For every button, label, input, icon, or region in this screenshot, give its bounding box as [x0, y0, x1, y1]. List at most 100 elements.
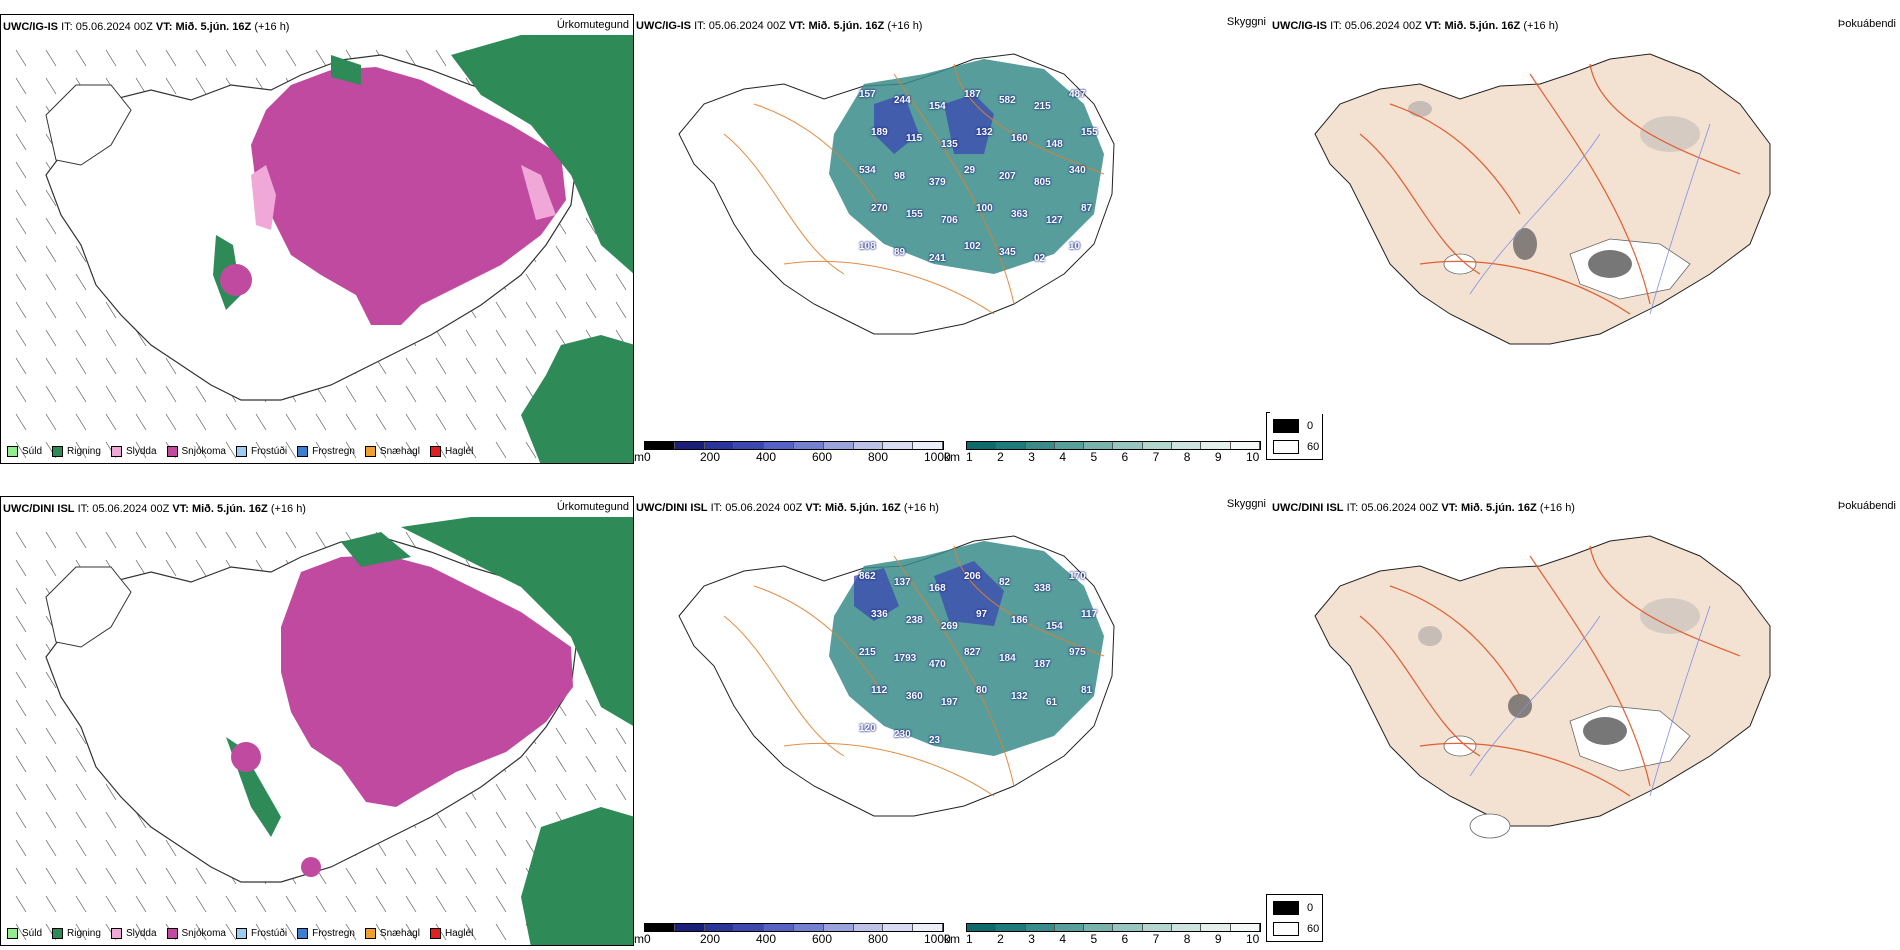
- wind-barb: [75, 839, 87, 857]
- colorbar-segment: [913, 442, 943, 449]
- wind-barb: [225, 923, 237, 941]
- wind-barb: [465, 385, 477, 403]
- precip-legend-swatch: [7, 928, 18, 939]
- elevation-label: 81: [1081, 685, 1093, 696]
- wind-barb: [15, 727, 27, 745]
- visibility-colorbar-top: km 1 2 3 4 5 6 7 8 9 10: [944, 438, 1264, 464]
- wind-barb: [135, 385, 147, 403]
- wind-barb: [495, 783, 507, 801]
- precip-legend-swatch: [235, 928, 247, 939]
- wind-barb: [195, 385, 207, 403]
- colorbar-tick-label: 800: [868, 932, 889, 946]
- wind-barb: [45, 301, 57, 319]
- fog-map-top: [1314, 53, 1771, 345]
- precip-legend-item: Slydda: [110, 446, 157, 457]
- wind-barb: [405, 895, 417, 913]
- wind-barb: [195, 441, 207, 459]
- wind-barb: [405, 385, 417, 403]
- wind-barb: [15, 49, 27, 67]
- wind-barb: [15, 133, 27, 151]
- precip-legend-item: Frostúði: [235, 446, 288, 457]
- fog-panel-name-bottom: Þokuábendi: [1837, 500, 1896, 512]
- precip-legend-label: Frostúði: [250, 446, 288, 457]
- colorbar-tick-label: 6: [1121, 450, 1129, 464]
- precip-legend-swatch: [166, 446, 178, 457]
- visibility-unit-bottom: km: [944, 932, 960, 946]
- colorbar-segment: [883, 442, 914, 449]
- elevation-label: 160: [1011, 133, 1028, 144]
- colorbar-segment: [674, 924, 705, 931]
- wind-barb: [45, 385, 57, 403]
- elevation-label: 345: [999, 247, 1016, 258]
- wind-barb: [15, 783, 27, 801]
- wind-barb: [555, 727, 567, 745]
- elevation-label: 29: [964, 165, 976, 176]
- elevation-label: 97: [976, 609, 988, 620]
- wind-barb: [45, 413, 57, 431]
- wind-barb: [195, 77, 207, 95]
- wind-barb: [15, 217, 27, 235]
- wind-barb: [15, 839, 27, 857]
- elevation-label: 108: [859, 241, 876, 252]
- wind-barb: [15, 413, 27, 431]
- wind-barb: [555, 329, 567, 347]
- colorbar-tick-label: 6: [1121, 932, 1129, 946]
- precip-legend-label: Rigning: [67, 446, 101, 457]
- wind-barb: [45, 559, 57, 577]
- colorbar-segment: [1201, 924, 1231, 931]
- colorbar-segment: [996, 442, 1026, 449]
- wind-barb: [75, 357, 87, 375]
- wind-barb: [135, 413, 147, 431]
- precip-legend-swatch: [429, 928, 441, 939]
- wind-barb: [555, 245, 567, 263]
- elevation-unit-top: m: [634, 450, 644, 464]
- wind-barb: [135, 329, 147, 347]
- precip-legend-label: Súld: [22, 928, 43, 939]
- colorbar-segment: [1230, 924, 1260, 931]
- wind-barb: [165, 531, 177, 549]
- wind-barb: [255, 895, 267, 913]
- elevation-label: 534: [859, 165, 876, 176]
- wind-barb: [345, 867, 357, 885]
- wind-barb: [75, 441, 87, 459]
- elevation-label: 187: [1034, 659, 1051, 670]
- precip-legend-item: Rigning: [52, 446, 101, 457]
- wind-barb: [315, 895, 327, 913]
- elevation-label: 115: [906, 133, 923, 144]
- elevation-label: 157: [859, 89, 876, 100]
- colorbar-tick-label: 1: [966, 450, 973, 464]
- colorbar-segment: [764, 924, 794, 931]
- elevation-label: 189: [871, 127, 888, 138]
- precip-legend-swatch: [297, 928, 309, 939]
- colorbar-tick-label: 0: [644, 932, 651, 946]
- precip-legend-swatch: [110, 928, 122, 939]
- wind-barb: [585, 755, 597, 773]
- wind-barb: [75, 811, 87, 829]
- wind-barb: [405, 867, 417, 885]
- elevation-label: 184: [999, 653, 1016, 664]
- wind-barb: [495, 357, 507, 375]
- wind-barb: [75, 49, 87, 67]
- fog-cover-swatch-1-bottom: [1273, 922, 1299, 936]
- wind-barb: [15, 587, 27, 605]
- precip-map-top: [15, 35, 633, 463]
- colorbar-segment: [1142, 924, 1173, 931]
- fog-cover-value-1-top: 60: [1307, 441, 1320, 453]
- precip-map-bottom: [15, 517, 633, 945]
- wind-barb: [195, 531, 207, 549]
- elevation-label: 155: [906, 209, 923, 220]
- wind-barb: [45, 357, 57, 375]
- wind-barb: [45, 783, 57, 801]
- wind-barb: [195, 895, 207, 913]
- wind-barb: [195, 49, 207, 67]
- elevation-label: 87: [1081, 203, 1093, 214]
- colorbar-tick-label: 4: [1059, 932, 1067, 946]
- elevation-label: 582: [999, 95, 1016, 106]
- wind-barb: [285, 923, 297, 941]
- wind-barb: [135, 923, 147, 941]
- fog-panel-title-top: UWC/IG-IS IT: 05.06.2024 00Z VT: Mið. 5.…: [1272, 20, 1559, 32]
- wind-barb: [15, 699, 27, 717]
- wind-barb: [105, 839, 117, 857]
- colorbar-segment: [734, 924, 765, 931]
- colorbar-segment: [853, 924, 884, 931]
